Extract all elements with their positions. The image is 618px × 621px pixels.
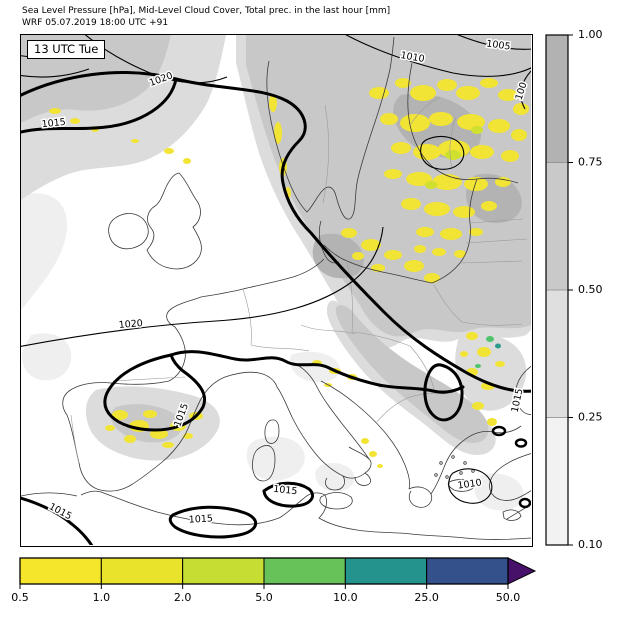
contour-label: 1005 — [486, 38, 511, 52]
cbar-tick-label: 0.10 — [578, 538, 603, 551]
title-line-2: WRF 05.07.2019 18:00 UTC +91 — [22, 18, 169, 28]
precip-colorbar-segment — [19, 557, 102, 585]
cbar-tick-label: 0.75 — [578, 156, 603, 169]
cbar-tick-label: 1.00 — [578, 28, 603, 41]
cloud-colorbar-segment — [546, 290, 568, 418]
precip-colorbar-segment — [100, 557, 184, 585]
precip-colorbar-segment — [263, 557, 346, 585]
cbar-tick-label: 25.0 — [414, 591, 439, 604]
cbar-tick-label: 10.0 — [333, 591, 358, 604]
cbar-tick-label: 50.0 — [496, 591, 521, 604]
precip-colorbar-segment — [182, 557, 265, 585]
contour-label: 1015 — [189, 513, 214, 525]
cbar-tick-label: 0.5 — [11, 591, 29, 604]
figure-title: Sea Level Pressure [hPa], Mid-Level Clou… — [22, 5, 390, 29]
cbar-tick-label: 5.0 — [255, 591, 273, 604]
precip-layer-yellow — [49, 78, 529, 468]
map-frame: 13 UTC Tue — [20, 34, 533, 547]
precip-colorbar-ticks — [19, 584, 509, 589]
cloud-colorbar-tick-labels: 1.00 0.75 0.50 0.25 0.10 — [578, 28, 603, 551]
cloud-layer-1 — [21, 193, 524, 511]
precip-colorbar: 0.5 1.0 2.0 5.0 10.0 25.0 50.0 — [8, 556, 553, 612]
contour-label: 1015 — [273, 484, 298, 497]
precip-colorbar-segments — [19, 557, 509, 585]
cbar-tick-label: 0.50 — [578, 283, 603, 296]
precip-layer-teal — [495, 343, 501, 349]
cloud-colorbar-segment — [546, 162, 568, 290]
precip-colorbar-tick-labels: 0.5 1.0 2.0 5.0 10.0 25.0 50.0 — [11, 591, 520, 604]
contour-label: 1020 — [118, 318, 143, 331]
valid-time-label: 13 UTC Tue — [27, 40, 106, 59]
contour-label: 1015 — [47, 501, 74, 522]
precip-colorbar-extend-arrow — [507, 557, 537, 585]
cbar-tick-label: 1.0 — [93, 591, 111, 604]
cloud-colorbar-segment — [546, 417, 568, 545]
contour-label: 1010 — [400, 50, 426, 65]
contour-label: 1015 — [41, 117, 66, 130]
cbar-tick-label: 0.25 — [578, 411, 603, 424]
cloud-colorbar-segments — [546, 35, 568, 545]
contour-label: 1010 — [457, 477, 482, 491]
precip-layer-green — [475, 336, 494, 368]
precip-colorbar-segment — [426, 557, 509, 585]
cloud-colorbar-level-lines — [546, 162, 568, 418]
precip-colorbar-segment — [344, 557, 428, 585]
cbar-tick-label: 2.0 — [174, 591, 192, 604]
pressure-contours-thick — [21, 71, 531, 545]
cloud-cover-colorbar: 1.00 0.75 0.50 0.25 0.10 — [544, 25, 616, 559]
cloud-colorbar-ticks — [568, 34, 573, 546]
precip-layer-yellowgreen — [425, 126, 483, 189]
cloud-colorbar-segment — [546, 35, 568, 163]
title-line-1: Sea Level Pressure [hPa], Mid-Level Clou… — [22, 6, 391, 16]
weather-map: 1015 1020 1010 1005 100 1020 1015 1015 1… — [21, 35, 531, 545]
